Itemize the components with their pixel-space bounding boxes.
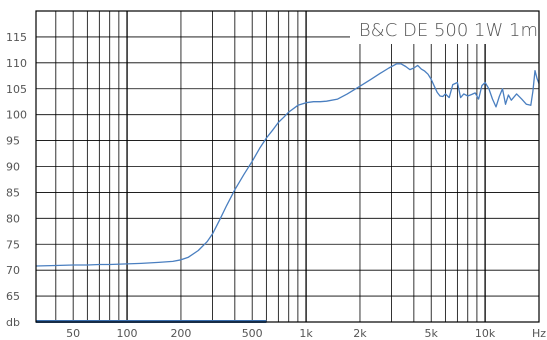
y-tick-label: 85 [6,186,20,199]
x-axis-tick-labels: 50 100 200 500 1k 2k 5k 10k Hz [66,327,546,340]
series-layer [35,63,540,323]
y-tick-label: db [6,316,20,329]
x-tick-label: 100 [117,327,138,340]
x-tick-label: 500 [242,327,263,340]
y-tick-label: 95 [6,135,20,148]
chart-title: B&C DE 500 1W 1m [359,20,538,41]
x-tick-label: 1k [299,327,313,340]
x-tick-label: 200 [170,327,191,340]
y-tick-label: 65 [6,290,20,303]
y-tick-label: 90 [6,161,20,174]
title-backdrop [350,10,540,44]
y-tick-label: 80 [6,212,20,225]
chart-grid [36,11,540,322]
y-tick-label: 105 [6,83,27,96]
x-tick-label: Hz [532,327,546,340]
response-curve [35,63,540,267]
y-tick-label: 110 [6,57,27,70]
x-tick-label: 2k [353,327,367,340]
y-tick-label: 100 [6,109,27,122]
y-tick-label: 70 [6,264,20,277]
chart-frame [35,10,540,323]
x-tick-label: 50 [66,327,80,340]
y-axis-tick-labels: 115 110 105 100 95 90 85 80 75 70 65 db [6,31,27,329]
y-tick-label: 75 [6,238,20,251]
y-tick-label: 115 [6,31,27,44]
x-tick-label: 5k [425,327,439,340]
x-tick-label: 10k [475,327,496,340]
